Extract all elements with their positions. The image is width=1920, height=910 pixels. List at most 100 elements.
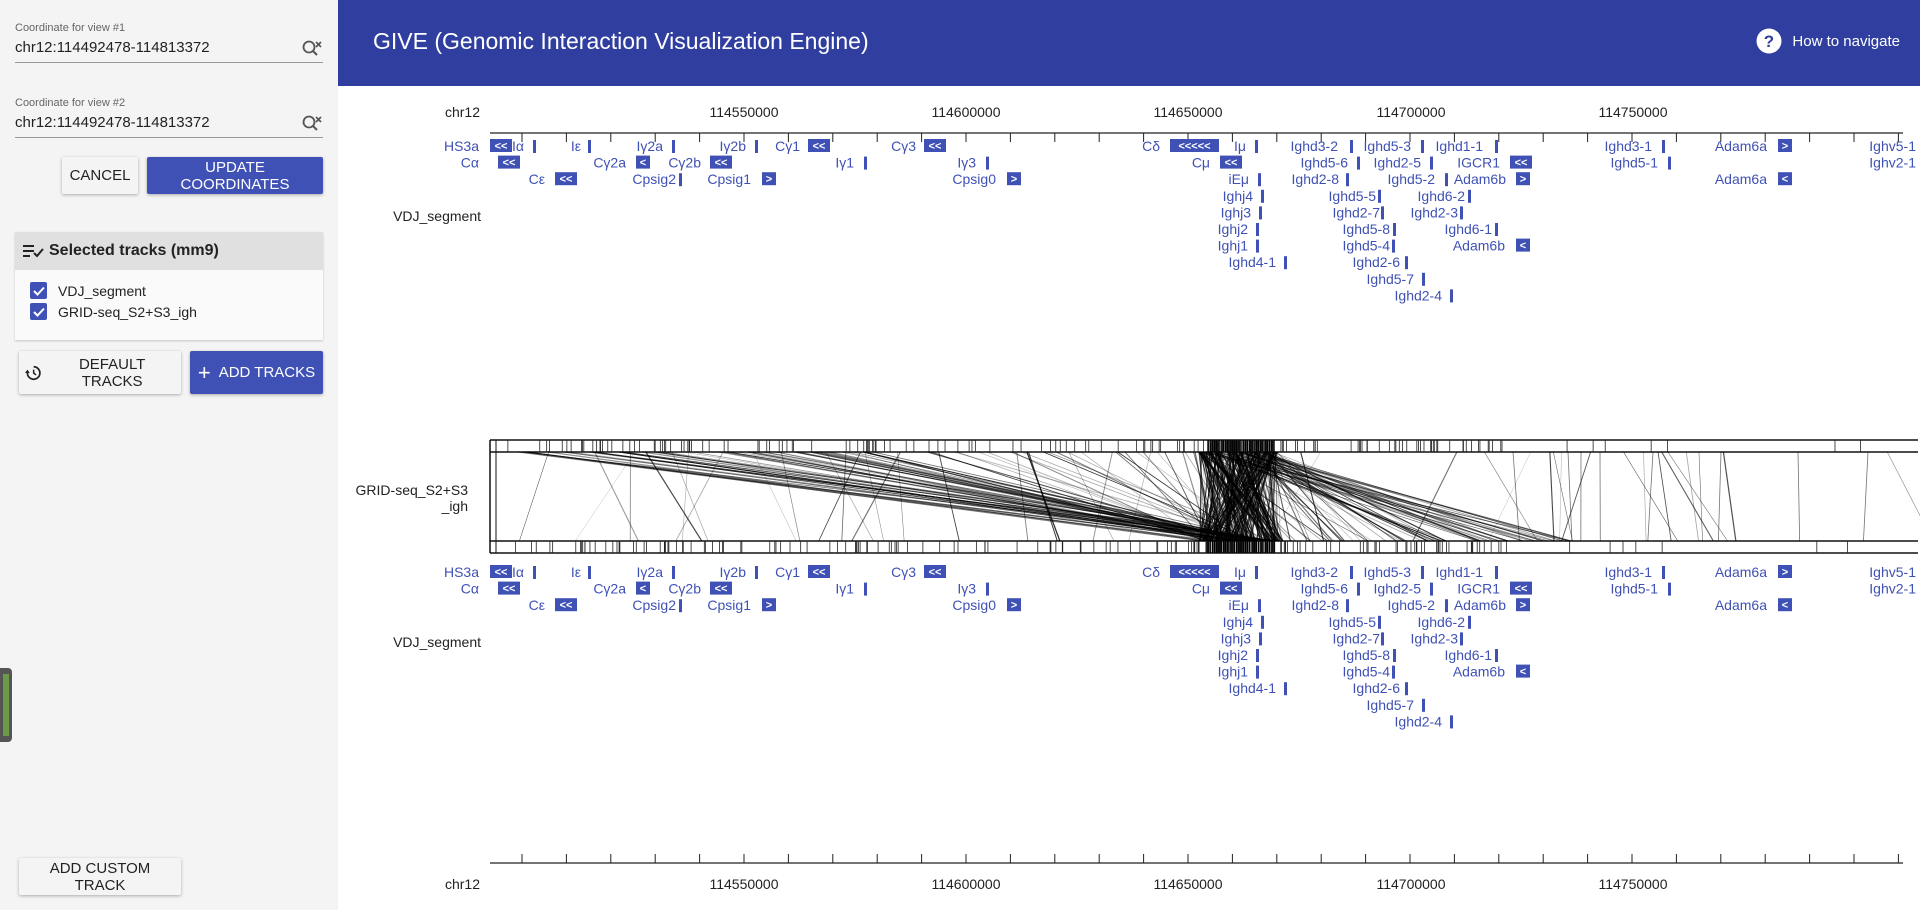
gene-strand-marker — [1778, 598, 1792, 612]
gene-marker — [1468, 615, 1471, 629]
interaction-link — [1067, 451, 1250, 542]
ruler-top: chr12 114550000 114600000 114650000 11470000… — [445, 104, 1903, 142]
gene-marker — [1422, 272, 1425, 286]
gene-strand-glyph: > — [1011, 174, 1017, 186]
restore-icon — [25, 365, 41, 380]
gene-strand-marker — [1007, 598, 1021, 612]
gene-marker — [1450, 715, 1453, 729]
gene-label: Ighv5-1 — [1869, 138, 1916, 154]
checkbox-checked-icon[interactable] — [30, 282, 47, 299]
interaction-link — [1661, 451, 1714, 542]
gene-label: Ighd5-2 — [1388, 597, 1436, 613]
viewer-canvas[interactable]: chr12 114550000 114600000 114650000 11470000… — [338, 86, 1920, 910]
gene-strand-marker — [1516, 172, 1530, 186]
interaction-link — [1142, 451, 1222, 542]
checkbox-checked-icon[interactable] — [30, 303, 47, 320]
interaction-link — [1092, 451, 1113, 542]
add-tracks-button[interactable]: + ADD TRACKS — [190, 351, 323, 394]
interaction-link — [851, 451, 1264, 542]
interaction-link — [519, 451, 549, 542]
chromosome-label: chr12 — [445, 876, 480, 892]
clear-search-icon[interactable] — [301, 39, 323, 59]
gene-marker — [1259, 632, 1262, 646]
interaction-link — [1218, 451, 1255, 542]
gene-marker — [1393, 649, 1396, 662]
gene-marker — [1668, 582, 1671, 596]
interaction-link — [1264, 451, 1354, 542]
selected-tracks-title: Selected tracks (mm9) — [49, 242, 219, 259]
interaction-link — [1266, 451, 1273, 542]
interaction-link — [1230, 451, 1276, 542]
gene-strand-glyph: <<<<< — [1178, 141, 1210, 153]
interaction-link — [1271, 451, 1311, 542]
gene-label: IGCR1 — [1457, 155, 1500, 171]
gene-label: Ighd1-1 — [1436, 564, 1484, 580]
interaction-link — [1685, 451, 1699, 542]
gene-marker — [1662, 566, 1665, 579]
gene-label: Ighv2-1 — [1869, 581, 1916, 597]
genome-viewer[interactable]: VDJ_segment GRID-seq_S2+S3 _igh VDJ_segm… — [338, 86, 1920, 910]
interaction-link — [752, 451, 797, 542]
gene-strand-marker — [1510, 155, 1532, 169]
gene-strand-glyph: > — [766, 600, 772, 612]
how-to-navigate-button[interactable]: ? How to navigate — [1756, 28, 1900, 54]
interaction-link — [1256, 451, 1404, 542]
gene-strand-glyph: << — [929, 567, 942, 579]
gene-label: Adam6a — [1715, 597, 1767, 613]
track-checkbox-row[interactable]: VDJ_segment — [30, 280, 323, 301]
update-coordinates-button[interactable]: UPDATE COORDINATES — [147, 157, 323, 194]
collapse-handle[interactable] — [0, 668, 12, 742]
gene-strand-marker — [762, 598, 776, 612]
cancel-button[interactable]: CANCEL — [62, 157, 138, 194]
gene-marker — [1284, 256, 1287, 270]
interaction-link — [1260, 451, 1480, 542]
gene-marker — [1256, 649, 1259, 662]
gene-marker — [1495, 223, 1498, 236]
gene-label: Ighv5-1 — [1869, 564, 1916, 580]
gene-label: Ighd5-6 — [1301, 581, 1349, 597]
gene-strand-glyph: << — [560, 174, 573, 186]
app-title: GIVE (Genomic Interaction Visualization … — [373, 28, 869, 54]
gene-marker — [1392, 665, 1395, 679]
track-checkbox-row[interactable]: GRID-seq_S2+S3_igh — [30, 301, 323, 322]
gene-marker — [1261, 615, 1264, 629]
gene-strand-glyph: > — [1782, 141, 1788, 153]
gene-label: Cγ1 — [775, 138, 800, 154]
gene-marker — [1256, 665, 1259, 679]
interaction-link — [1717, 451, 1722, 542]
gene-label: Ighj4 — [1223, 614, 1254, 630]
default-tracks-label: DEFAULT TRACKS — [78, 355, 146, 390]
interaction-link — [663, 451, 1278, 542]
gene-label: Iε — [571, 564, 581, 580]
gene-strand-glyph: << — [715, 157, 728, 169]
gene-label: Cγ3 — [891, 564, 916, 580]
gene-label: Cpsig2 — [632, 171, 676, 187]
interaction-link — [1698, 451, 1703, 542]
add-custom-track-button[interactable]: ADD CUSTOM TRACK — [19, 858, 181, 895]
gene-label: Cδ — [1142, 138, 1160, 154]
interaction-link — [526, 451, 1238, 542]
gene-strand-marker — [555, 598, 577, 612]
gene-label: Adam6a — [1715, 564, 1767, 580]
gene-label: Ighd5-4 — [1343, 238, 1391, 254]
gene-strand-marker — [490, 139, 512, 152]
clear-search-icon[interactable] — [301, 114, 323, 134]
interaction-link — [526, 451, 1204, 542]
interaction-link — [1230, 451, 1282, 542]
gene-label: Ighd4-1 — [1229, 254, 1277, 270]
gene-strand-marker — [1778, 139, 1792, 152]
interaction-link — [1234, 451, 1262, 542]
interaction-link — [1268, 451, 1321, 542]
interaction-link — [1561, 451, 1592, 542]
gene-marker — [588, 140, 591, 153]
default-tracks-button[interactable]: DEFAULT TRACKS — [19, 351, 181, 394]
gene-label: Cε — [529, 171, 545, 187]
coordinate-view-1-input[interactable] — [15, 38, 295, 57]
interaction-link — [623, 451, 1276, 542]
interaction-link — [1206, 451, 1245, 542]
interaction-link — [841, 451, 1253, 542]
interaction-link — [1211, 451, 1247, 542]
gene-strand-marker — [498, 155, 520, 169]
coordinate-view-2-input[interactable] — [15, 113, 295, 132]
interaction-link — [1026, 451, 1061, 542]
